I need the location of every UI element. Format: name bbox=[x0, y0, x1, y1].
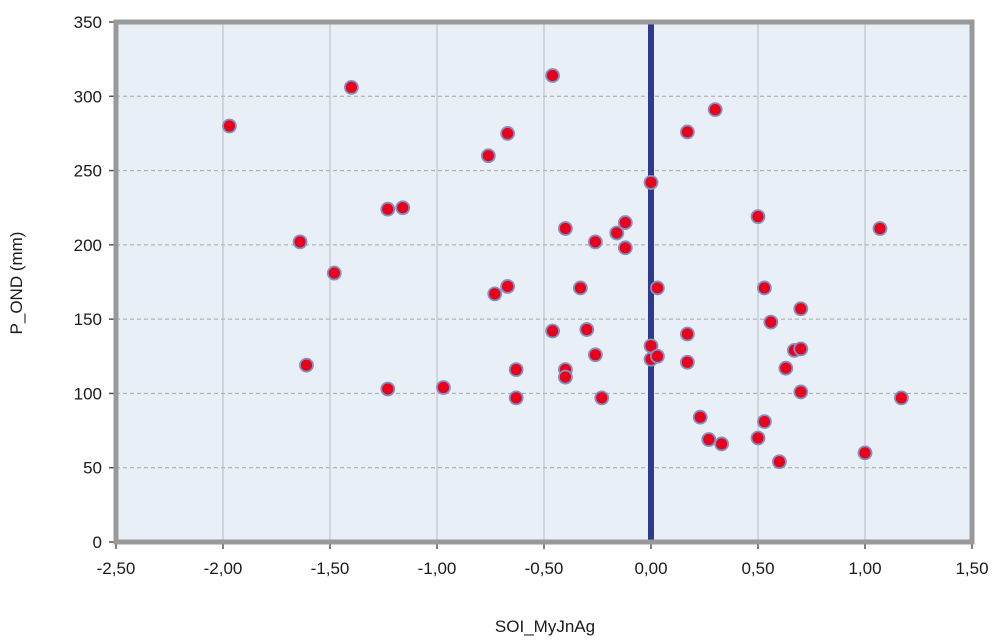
data-point bbox=[380, 381, 396, 397]
data-point bbox=[299, 357, 314, 373]
x-tick-label: -1,50 bbox=[311, 559, 350, 578]
data-point bbox=[772, 454, 787, 470]
data-point bbox=[436, 380, 451, 395]
data-point bbox=[579, 322, 595, 337]
data-point bbox=[893, 390, 909, 406]
data-point bbox=[750, 209, 766, 225]
data-point bbox=[292, 234, 308, 250]
data-point bbox=[650, 280, 665, 296]
data-point bbox=[508, 362, 524, 378]
data-point bbox=[793, 384, 809, 400]
data-point bbox=[222, 118, 237, 134]
data-point bbox=[701, 432, 717, 447]
x-tick-label: 0,50 bbox=[741, 559, 774, 578]
plot-frame bbox=[113, 19, 975, 545]
data-point bbox=[380, 201, 396, 217]
x-tick-label: 1,50 bbox=[955, 559, 988, 578]
data-point bbox=[692, 409, 708, 425]
x-tick-label: -1,00 bbox=[418, 559, 457, 578]
data-point bbox=[594, 390, 610, 406]
y-tick-label: 0 bbox=[93, 533, 102, 552]
y-tick-label: 250 bbox=[74, 162, 102, 181]
data-point bbox=[857, 445, 873, 461]
data-point bbox=[609, 225, 625, 241]
data-point bbox=[707, 102, 723, 118]
data-point bbox=[500, 126, 516, 141]
data-point bbox=[650, 348, 665, 364]
data-point bbox=[508, 390, 524, 406]
data-point bbox=[872, 221, 888, 236]
data-point bbox=[572, 280, 588, 296]
data-point bbox=[617, 215, 633, 230]
data-point bbox=[793, 341, 809, 357]
y-tick-label: 150 bbox=[74, 310, 102, 329]
y-tick-label: 350 bbox=[74, 13, 102, 32]
data-point bbox=[545, 323, 560, 339]
data-point bbox=[500, 279, 516, 294]
data-point bbox=[326, 265, 342, 281]
data-point bbox=[757, 280, 772, 296]
x-axis-title: SOI_MyJnAg bbox=[495, 617, 595, 636]
data-point bbox=[757, 414, 772, 430]
x-tick-label: -0,50 bbox=[525, 559, 564, 578]
y-axis-ticks: 0 50 100 150 200 250 300 350 bbox=[74, 13, 116, 552]
y-axis-title: P_OND (mm) bbox=[7, 232, 26, 335]
x-tick-label: -2,50 bbox=[97, 559, 136, 578]
data-point bbox=[558, 221, 573, 236]
data-point bbox=[679, 326, 695, 342]
data-point bbox=[679, 124, 695, 140]
y-tick-label: 300 bbox=[74, 87, 102, 106]
data-point bbox=[778, 360, 794, 376]
data-point bbox=[793, 301, 809, 317]
data-point bbox=[763, 314, 779, 330]
x-tick-label: 0,00 bbox=[634, 559, 667, 578]
data-point bbox=[587, 234, 603, 250]
data-point bbox=[487, 286, 503, 302]
data-point bbox=[343, 79, 359, 95]
data-point bbox=[679, 354, 695, 370]
y-tick-label: 200 bbox=[74, 236, 102, 255]
y-tick-label: 50 bbox=[83, 459, 102, 478]
x-axis-ticks: -2,50 -2,00 -1,50 -1,00 -0,50 0,00 0,50 1,00 1,5… bbox=[97, 542, 989, 578]
y-tick-label: 100 bbox=[74, 384, 102, 403]
data-point bbox=[395, 200, 411, 216]
data-point bbox=[617, 240, 633, 256]
data-point bbox=[545, 68, 560, 83]
x-tick-label: 1,00 bbox=[848, 559, 881, 578]
data-point bbox=[558, 369, 573, 385]
data-point bbox=[587, 347, 603, 363]
data-point bbox=[750, 430, 766, 446]
data-point bbox=[643, 175, 659, 190]
x-tick-label: -2,00 bbox=[204, 559, 243, 578]
data-point bbox=[480, 148, 496, 164]
data-point bbox=[714, 436, 730, 452]
data-points bbox=[222, 68, 909, 470]
